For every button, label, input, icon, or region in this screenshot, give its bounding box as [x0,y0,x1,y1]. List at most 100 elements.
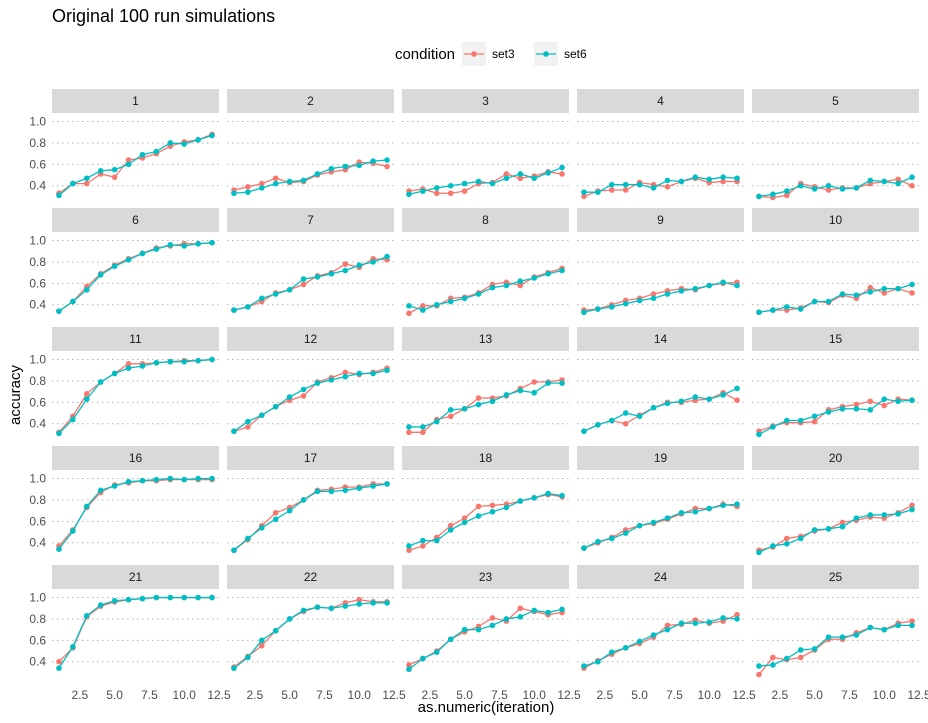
data-point-set6 [706,396,713,402]
data-point-set6 [692,508,699,515]
data-point-set3 [867,398,874,405]
panel-22: 22 2.5 5.0 7.5 10.0 12.5 [227,565,406,702]
data-point-set6 [517,387,524,394]
data-point-set6 [209,239,215,246]
y-tick-label: 0.6 [29,514,46,528]
data-point-set6 [770,543,776,549]
data-point-set6 [839,634,846,640]
data-point-set6 [356,485,363,491]
data-point-set6 [581,545,587,551]
data-point-set6 [636,297,643,304]
data-point-set6 [678,178,685,185]
data-point-set6 [167,594,174,601]
data-point-set3 [384,163,390,170]
data-point-set6 [195,136,201,143]
y-tick-label: 0.8 [29,493,46,507]
panel-12: 12 [227,327,394,435]
panel-23: 23 2.5 5.0 7.5 10.0 12.5 [402,565,581,702]
data-point-set6 [503,175,510,182]
data-point-set6 [272,180,279,187]
panel-4: 4 [577,89,744,200]
data-point-set6 [595,189,601,195]
data-point-set6 [867,512,874,518]
x-tick-label: 10.0 [523,688,547,702]
data-point-set6 [447,527,454,533]
data-point-set6 [195,240,201,247]
data-point-set6 [720,392,726,398]
data-point-set6 [111,597,118,604]
data-point-set6 [867,624,874,631]
data-point-set6 [489,180,496,187]
data-point-set3 [608,187,615,193]
data-point-set6 [286,394,293,400]
data-point-set6 [720,279,726,286]
data-point-set6 [181,243,188,249]
panel-strip-label: 14 [654,332,668,346]
data-point-set6 [839,186,846,192]
data-point-set3 [447,522,454,529]
y-tick-label: 0.8 [29,136,46,150]
data-point-set6 [97,271,104,278]
data-point-set6 [286,507,293,514]
data-point-set3 [825,187,832,193]
data-point-set6 [231,190,237,197]
data-point-set6 [581,189,587,195]
data-point-set6 [139,151,146,158]
panel-strip-label: 25 [829,570,843,584]
data-point-set6 [153,476,160,483]
legend-key-point [543,51,549,57]
data-point-set6 [139,250,146,257]
data-point-set6 [370,158,376,164]
data-point-set6 [167,358,174,365]
data-point-set6 [356,601,363,607]
data-point-set6 [370,259,376,265]
data-point-set6 [245,535,251,542]
data-point-set6 [650,404,657,411]
data-point-set6 [825,298,832,305]
data-point-set6 [839,405,846,412]
panel-25: 25 2.5 5.0 7.5 10.0 12.5 [752,565,928,702]
panel-strip [227,208,394,232]
y-tick-label: 0.4 [29,298,46,312]
data-point-set6 [811,527,818,533]
data-point-set6 [756,663,762,669]
data-point-set6 [328,270,335,277]
data-point-set6 [328,605,335,612]
data-point-set6 [167,242,174,248]
data-point-set6 [678,509,685,516]
data-point-set3 [356,596,363,603]
data-point-set6 [181,476,188,483]
y-tick-label: 0.6 [29,633,46,647]
data-point-set6 [420,307,426,313]
data-point-set6 [839,523,846,530]
data-point-set6 [881,178,888,185]
panel-strip-label: 3 [482,94,489,108]
data-point-set6 [720,502,726,509]
data-point-set3 [734,397,740,404]
data-point-set6 [209,475,215,482]
panel-20: 20 [752,446,919,556]
data-point-set3 [258,642,265,649]
legend-key-point [471,51,477,57]
data-point-set6 [111,483,118,489]
x-tick-label: 5.0 [631,688,648,702]
data-point-set3 [770,654,776,661]
data-point-set3 [881,402,888,409]
data-point-set6 [300,497,307,503]
data-point-set3 [461,188,468,194]
data-point-set3 [503,171,510,177]
panel-strip-label: 10 [829,213,843,227]
panel-strip-label: 9 [657,213,664,227]
data-point-set3 [909,502,915,509]
data-point-set6 [125,161,132,168]
panel-16: 16 0.4 0.6 0.8 1.0 [29,446,219,552]
data-point-set6 [581,663,587,669]
data-point-set6 [153,246,160,252]
data-point-set6 [853,632,860,638]
data-point-set6 [406,543,412,549]
data-point-set6 [461,180,468,187]
data-point-set3 [895,176,901,183]
data-point-set6 [406,303,412,309]
panel-strip-label: 16 [129,451,143,465]
y-tick-label: 0.8 [29,374,46,388]
